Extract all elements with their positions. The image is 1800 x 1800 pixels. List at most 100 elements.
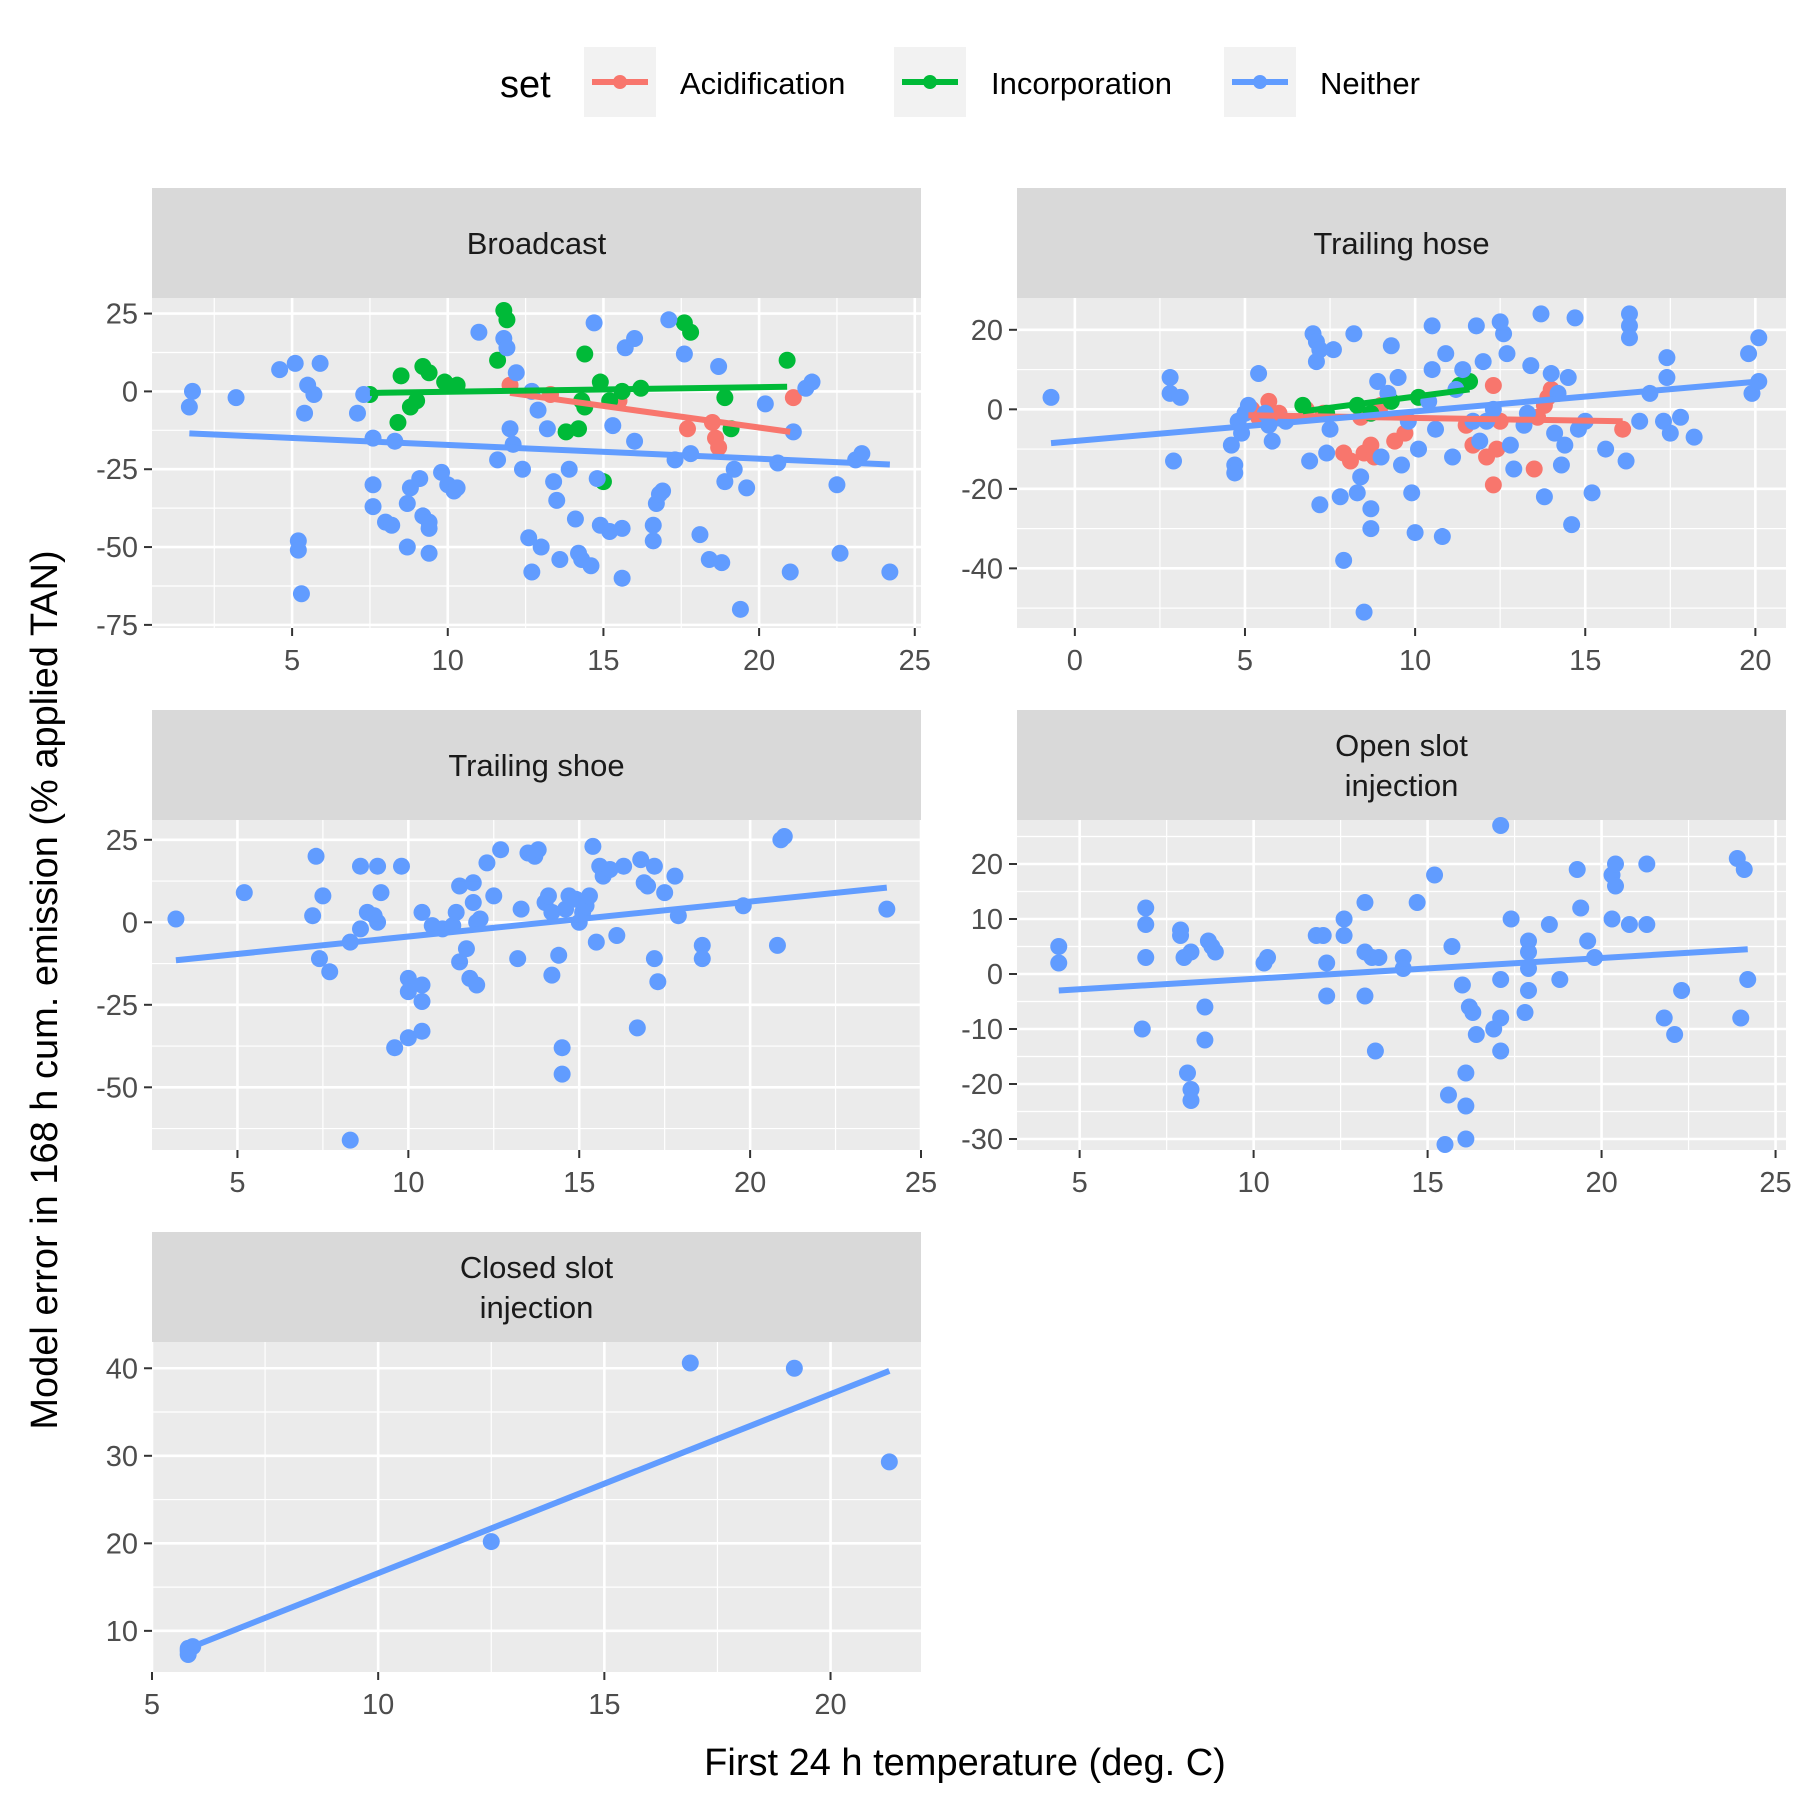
data-point-neither bbox=[532, 538, 550, 556]
data-point-neither bbox=[1471, 432, 1489, 450]
data-point-neither bbox=[351, 857, 369, 875]
data-point-neither bbox=[1492, 817, 1510, 834]
data-point-neither bbox=[1568, 861, 1586, 878]
data-point-neither bbox=[1546, 424, 1564, 442]
data-point-neither bbox=[529, 401, 547, 419]
data-point-neither bbox=[1522, 357, 1540, 375]
y-tick-label: 25 bbox=[106, 299, 138, 331]
data-point-neither bbox=[604, 417, 622, 435]
data-point-neither bbox=[471, 910, 489, 928]
data-point-neither bbox=[1617, 452, 1635, 470]
data-point-incorporation bbox=[716, 389, 734, 407]
data-point-neither bbox=[1356, 987, 1374, 1005]
data-point-neither bbox=[1443, 938, 1461, 955]
data-point-neither bbox=[1572, 899, 1590, 917]
data-point-neither bbox=[1382, 337, 1400, 355]
facet-strip bbox=[152, 710, 921, 820]
y-axis-title: Model error in 168 h cum. emission (% ap… bbox=[24, 550, 66, 1429]
data-point-neither bbox=[1406, 524, 1424, 542]
data-point-neither bbox=[644, 532, 662, 550]
data-point-neither bbox=[1740, 345, 1758, 363]
data-point-neither bbox=[626, 432, 644, 450]
data-point-neither bbox=[803, 373, 821, 391]
data-point-incorporation bbox=[489, 351, 507, 369]
legend-key-point bbox=[1253, 75, 1267, 89]
data-point-neither bbox=[1501, 436, 1519, 454]
data-point-neither bbox=[831, 544, 849, 562]
data-point-neither bbox=[548, 491, 566, 509]
data-point-neither bbox=[645, 950, 663, 968]
facet-panel: Open slot injection 5 10 15 20 25 -30 -20 -10 0 10 2… bbox=[961, 710, 1792, 1199]
data-point-neither bbox=[1505, 460, 1523, 478]
data-point-neither bbox=[1516, 1004, 1534, 1021]
data-point-acidification bbox=[784, 389, 802, 407]
data-point-neither bbox=[413, 993, 431, 1010]
legend-label: Neither bbox=[1320, 66, 1420, 101]
facet-title-line: Broadcast bbox=[467, 226, 607, 261]
data-point-neither bbox=[1457, 1130, 1475, 1148]
data-point-neither bbox=[1050, 938, 1068, 955]
data-point-neither bbox=[1222, 436, 1240, 454]
fit-line-incorporation bbox=[1302, 386, 1470, 415]
data-point-neither bbox=[632, 851, 650, 869]
data-point-neither bbox=[1732, 1009, 1750, 1027]
data-point-neither bbox=[311, 354, 329, 372]
data-point-neither bbox=[1372, 448, 1390, 466]
data-point-neither bbox=[1666, 1026, 1684, 1043]
data-point-neither bbox=[1301, 452, 1319, 470]
data-point-neither bbox=[1655, 1009, 1673, 1027]
data-point-neither bbox=[1403, 484, 1421, 502]
data-point-neither bbox=[167, 910, 185, 928]
data-point-acidification bbox=[1341, 452, 1359, 470]
data-point-neither bbox=[1540, 916, 1558, 933]
data-point-neither bbox=[457, 940, 475, 958]
data-point-neither bbox=[1226, 464, 1244, 482]
data-point-neither bbox=[1467, 317, 1485, 335]
y-tick-label: -75 bbox=[96, 610, 138, 642]
y-tick-label: 20 bbox=[971, 315, 1003, 347]
data-point-neither bbox=[1535, 488, 1553, 506]
data-point-neither bbox=[626, 329, 644, 347]
data-point-neither bbox=[644, 516, 662, 534]
data-point-neither bbox=[1324, 341, 1342, 359]
data-point-neither bbox=[1631, 412, 1649, 430]
y-tick-label: 30 bbox=[106, 1441, 138, 1473]
data-point-neither bbox=[1263, 432, 1281, 450]
data-point-neither bbox=[1520, 943, 1538, 961]
data-point-neither bbox=[675, 345, 693, 363]
data-point-neither bbox=[289, 541, 307, 559]
data-point-neither bbox=[1389, 369, 1407, 387]
data-point-neither bbox=[1542, 365, 1560, 383]
legend-key-point bbox=[923, 75, 937, 89]
data-point-neither bbox=[1182, 943, 1200, 961]
fit-line-acidification bbox=[1248, 412, 1623, 425]
data-point-neither bbox=[1321, 420, 1339, 438]
data-point-neither bbox=[529, 841, 547, 859]
data-point-neither bbox=[1579, 932, 1597, 950]
data-point-acidification bbox=[1488, 440, 1506, 458]
data-point-neither bbox=[1606, 855, 1624, 873]
data-point-neither bbox=[656, 884, 674, 902]
data-point-neither bbox=[738, 479, 756, 497]
data-point-neither bbox=[1393, 456, 1410, 474]
data-point-neither bbox=[180, 398, 198, 416]
facet-title-line: Trailing hose bbox=[1313, 226, 1489, 261]
data-point-neither bbox=[1436, 1136, 1454, 1153]
y-tick-label: -20 bbox=[961, 474, 1003, 506]
y-tick-label: -10 bbox=[961, 1014, 1003, 1046]
data-point-neither bbox=[1520, 982, 1538, 999]
data-point-neither bbox=[413, 903, 431, 921]
data-point-neither bbox=[1206, 943, 1224, 961]
data-point-neither bbox=[341, 1131, 359, 1149]
data-point-neither bbox=[878, 900, 896, 918]
data-point-neither bbox=[553, 1039, 571, 1057]
facet-title: Closed slot injection bbox=[460, 1250, 614, 1325]
data-point-neither bbox=[1196, 1031, 1214, 1049]
y-tick-label: -25 bbox=[96, 990, 138, 1022]
facet-panel: Broadcast 5 10 15 20 25 -75 -50 -25 0 25 bbox=[96, 188, 931, 677]
data-point-neither bbox=[584, 837, 602, 855]
y-tick-label: -40 bbox=[961, 553, 1003, 585]
y-tick-label: 25 bbox=[106, 825, 138, 857]
data-point-neither bbox=[1331, 488, 1349, 506]
facet-panels: Broadcast 5 10 15 20 25 -75 -50 -25 0 25 Trailing h… bbox=[96, 188, 1792, 1721]
